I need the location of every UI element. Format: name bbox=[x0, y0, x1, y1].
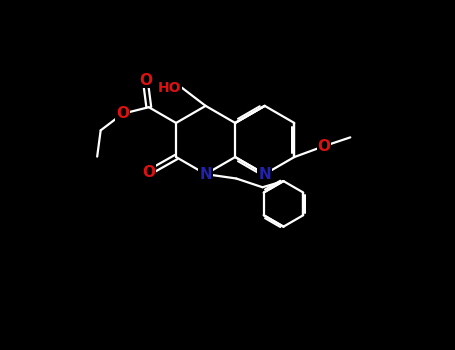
Text: HO: HO bbox=[158, 80, 182, 94]
Text: N: N bbox=[258, 167, 271, 182]
Text: O: O bbox=[139, 72, 152, 88]
Text: N: N bbox=[199, 167, 212, 182]
Text: O: O bbox=[116, 106, 129, 121]
Text: O: O bbox=[142, 165, 156, 180]
Text: O: O bbox=[318, 139, 330, 154]
